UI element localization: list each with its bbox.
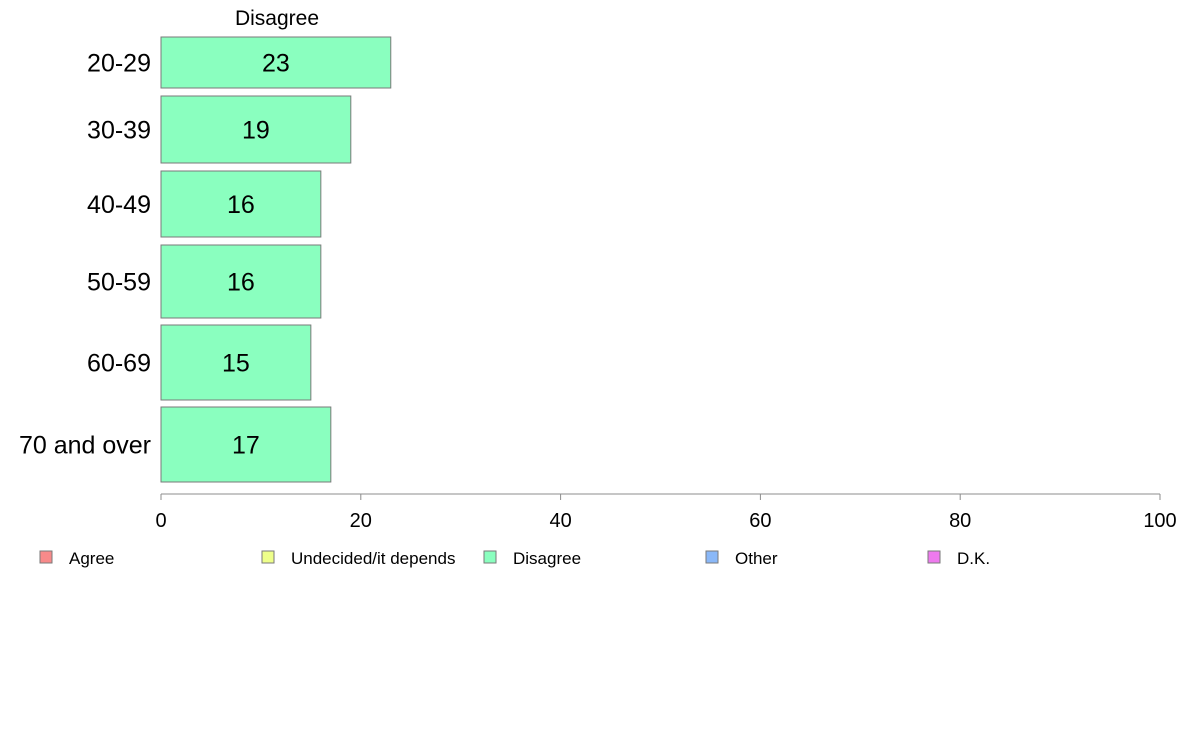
legend-label: Undecided/it depends — [291, 549, 455, 568]
legend-label: Disagree — [513, 549, 581, 568]
x-tick-label: 100 — [1143, 510, 1176, 532]
bar-value-label: 16 — [227, 191, 255, 219]
category-label: 60-69 — [87, 350, 151, 378]
category-label: 30-39 — [87, 117, 151, 145]
bars-group: 23 20-29 19 30-39 16 40-49 16 50-59 15 60-69 17 70 … — [19, 36, 392, 483]
legend-label: Other — [735, 549, 778, 568]
bar — [160, 36, 392, 89]
x-axis: 0 20 40 60 80 100 — [155, 493, 1177, 532]
bar — [160, 95, 352, 164]
x-tick-label: 20 — [350, 510, 372, 532]
legend-label: Agree — [69, 549, 114, 568]
legend: Agree Undecided/it depends Disagree Other D.… — [39, 549, 990, 568]
legend-label: D.K. — [957, 549, 990, 568]
bar — [160, 170, 322, 238]
legend-swatch — [261, 550, 275, 564]
legend-swatch — [483, 550, 497, 564]
category-label: 70 and over — [19, 432, 151, 460]
chart-title: Disagree — [235, 7, 319, 30]
x-tick-label: 0 — [155, 510, 166, 532]
bar-value-label: 16 — [227, 269, 255, 297]
category-label: 40-49 — [87, 191, 151, 219]
x-tick-label: 40 — [549, 510, 571, 532]
category-label: 50-59 — [87, 269, 151, 297]
x-tick-label: 60 — [749, 510, 771, 532]
bar-value-label: 23 — [262, 50, 290, 78]
legend-swatch — [705, 550, 719, 564]
legend-swatch — [927, 550, 941, 564]
bar — [160, 244, 322, 319]
legend-swatch — [39, 550, 53, 564]
bar-value-label: 17 — [232, 432, 260, 460]
x-tick-label: 80 — [949, 510, 971, 532]
bar — [160, 324, 312, 401]
bar-value-label: 15 — [222, 350, 250, 378]
bar-value-label: 19 — [242, 117, 270, 145]
bar — [160, 406, 332, 483]
category-label: 20-29 — [87, 50, 151, 78]
